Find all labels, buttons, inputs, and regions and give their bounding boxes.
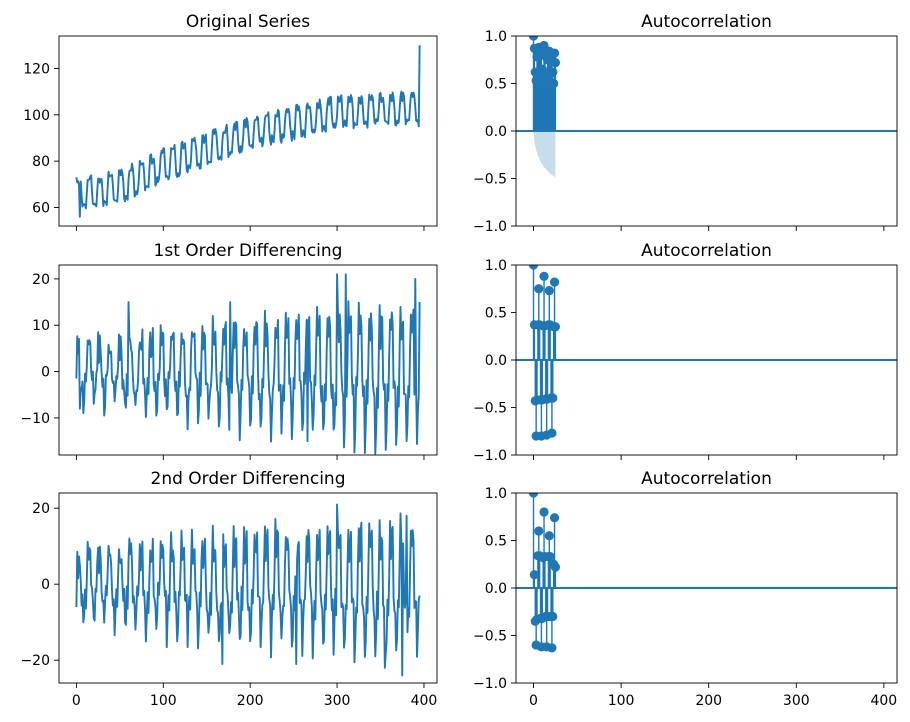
acf-marker — [547, 643, 557, 653]
panel-acf-original: Autocorrelation −1.0 −0.5 0.0 0.5 1.0 — [473, 12, 898, 235]
y-tick-label: 1.0 — [485, 29, 507, 45]
y-tick-label: 100 — [23, 108, 50, 124]
acf-marker — [534, 526, 544, 536]
axes-frame — [58, 264, 438, 456]
acf-marker — [541, 69, 551, 79]
acf-marker — [528, 493, 539, 498]
acf-marker — [550, 58, 561, 68]
y-tick-label: −10 — [20, 411, 50, 427]
plot-area — [75, 45, 421, 218]
acf-marker — [549, 277, 560, 287]
y-tick-label: −20 — [20, 653, 50, 669]
plot-area — [75, 273, 421, 455]
acf-marker — [549, 48, 560, 58]
y-tick-label: −0.5 — [473, 172, 507, 188]
panel-title: Autocorrelation — [641, 12, 772, 32]
panel-title: 1st Order Differencing — [154, 241, 343, 261]
panel-second-order-differencing: 2nd Order Differencing 0 100 200 300 400 −20 0… — [20, 469, 438, 709]
x-tick-label: 400 — [870, 693, 897, 709]
y-tick-label: 0.5 — [485, 534, 507, 550]
panel-acf-first-diff: Autocorrelation −1.0 −0.5 0.0 0.5 1.0 — [473, 241, 898, 464]
y-tick-label: 120 — [23, 61, 50, 77]
y-tick-label: 0.0 — [485, 124, 507, 140]
acf-marker — [539, 507, 549, 517]
y-tick-label: 1.0 — [485, 486, 507, 502]
acf-marker — [550, 322, 561, 332]
x-tick-label: 300 — [783, 693, 810, 709]
y-tick-label: −1.0 — [473, 219, 507, 235]
x-tick-label: 200 — [237, 693, 264, 709]
plot-area — [75, 503, 421, 677]
y-tick-label: −0.5 — [473, 401, 507, 417]
y-tick-label: 10 — [32, 318, 50, 334]
x-tick-label: 0 — [72, 693, 81, 709]
x-tick-label: 300 — [324, 693, 351, 709]
acf-marker — [528, 36, 539, 41]
x-tick-label: 400 — [411, 693, 438, 709]
axes-frame — [58, 492, 438, 684]
acf-marker — [544, 286, 554, 296]
y-tick-label: −0.5 — [473, 629, 507, 645]
series-line — [75, 273, 421, 455]
y-tick-label: −1.0 — [473, 448, 507, 464]
y-tick-label: 0.0 — [485, 353, 507, 369]
acf-marker — [548, 67, 558, 77]
y-tick-label: 80 — [32, 154, 50, 170]
acf-marker — [542, 78, 552, 89]
plot-area — [516, 493, 897, 653]
acf-marker — [548, 611, 558, 622]
y-tick-label: 0.5 — [485, 77, 507, 93]
panel-title: Original Series — [186, 12, 310, 32]
x-tick-label: 200 — [695, 693, 722, 709]
plot-area — [516, 36, 897, 178]
acf-marker — [545, 552, 555, 562]
y-tick-label: 0.0 — [485, 581, 507, 597]
acf-marker — [529, 570, 539, 580]
y-tick-label: 0 — [41, 365, 50, 381]
acf-marker — [531, 76, 541, 86]
panel-title: 2nd Order Differencing — [151, 469, 346, 489]
panel-title: Autocorrelation — [641, 469, 772, 489]
series-line — [75, 503, 421, 677]
acf-marker — [547, 428, 557, 438]
y-tick-label: −1.0 — [473, 676, 507, 692]
y-tick-label: 0 — [41, 577, 50, 593]
series-line — [75, 45, 421, 218]
panel-title: Autocorrelation — [641, 241, 772, 261]
y-tick-label: 60 — [32, 200, 50, 216]
panel-original-series: Original Series 60 80 100 120 — [23, 12, 438, 231]
x-tick-label: 100 — [150, 693, 177, 709]
acf-marker — [550, 562, 561, 572]
acf-marker — [549, 78, 559, 89]
acf-marker — [549, 513, 560, 523]
acf-marker — [534, 284, 544, 294]
acf-marker — [530, 67, 540, 77]
acf-marker — [528, 265, 539, 270]
acf-marker — [544, 531, 554, 541]
y-tick-label: 20 — [32, 501, 50, 517]
acf-marker — [539, 271, 549, 281]
x-tick-label: 100 — [608, 693, 635, 709]
panel-first-order-differencing: 1st Order Differencing −10 0 10 20 — [20, 241, 438, 460]
y-tick-label: 20 — [32, 272, 50, 288]
y-tick-label: 0.5 — [485, 306, 507, 322]
plot-area — [516, 265, 897, 441]
y-tick-label: 1.0 — [485, 258, 507, 274]
acf-marker — [548, 393, 558, 403]
axes-frame — [58, 35, 438, 227]
panel-acf-second-diff: Autocorrelation 0 100 200 300 400 −1.0 −0.5 0.0… — [473, 469, 898, 709]
x-tick-label: 0 — [529, 693, 538, 709]
